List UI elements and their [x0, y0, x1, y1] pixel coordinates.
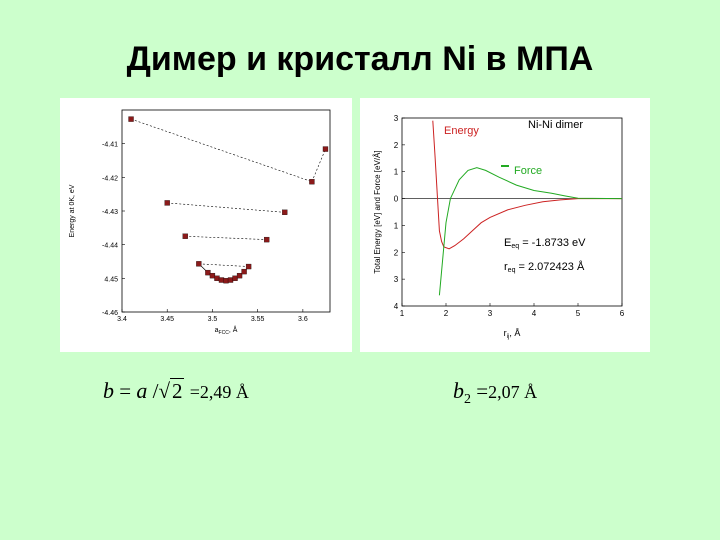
data-point	[309, 179, 315, 185]
series-line-energy	[432, 120, 622, 250]
y-tick-label: -4.42	[102, 175, 118, 182]
formula-equals-right: =	[476, 379, 489, 403]
x-tick-label: 3.45	[160, 316, 174, 323]
formula-b-lattice: b = a /√2 =2,49 Å	[103, 378, 249, 404]
data-point	[196, 261, 202, 267]
guide-line	[311, 148, 326, 182]
guide-line	[130, 118, 313, 182]
y-tick-label: 2	[394, 248, 399, 257]
data-point	[245, 263, 252, 270]
dimer-chart-panel: 3 2 1 0 1 2 3 4 1 2 3 4 5 6 rij, Å Total Energy [eV] an…	[360, 98, 650, 352]
y-tick-label: 0	[394, 195, 399, 204]
y-tick-label: 1	[394, 221, 399, 230]
formula-b2-subscript: 2	[464, 392, 471, 407]
annotation-eeq: Eeq = -1.8733 eV	[504, 237, 586, 250]
y-axis-label: Energy at 0K, eV	[69, 184, 76, 237]
x-tick-label: 6	[620, 309, 625, 318]
data-point	[232, 275, 238, 281]
formula-value-right: 2,07 Å	[488, 382, 538, 402]
x-tick-label: 3.6	[298, 316, 308, 323]
guide-line	[185, 235, 267, 240]
data-point	[282, 209, 288, 215]
data-point	[128, 116, 134, 122]
formula-b2-dimer: b2 =2,07 Å	[453, 378, 537, 408]
guide-line	[198, 263, 249, 267]
series-line-force	[438, 167, 623, 296]
y-tick-label: 3	[394, 114, 399, 123]
x-tick-label: 1	[400, 309, 405, 318]
y-tick-label: -4.43	[102, 209, 118, 216]
x-tick-label: 3.4	[117, 316, 127, 323]
formula-value-left: =2,49 Å	[189, 382, 249, 402]
y-tick-label: 1	[394, 168, 399, 177]
x-tick-label: 2	[444, 309, 449, 318]
formula-b: b	[103, 378, 114, 403]
x-axis-label: aFCC, Å	[215, 325, 238, 336]
x-tick-label: 3.55	[251, 316, 265, 323]
formula-equals: =	[119, 379, 132, 403]
x-tick-label: 3	[488, 309, 493, 318]
data-point	[223, 278, 229, 284]
x-tick-label: 5	[576, 309, 581, 318]
y-tick-label: 3	[394, 275, 399, 284]
data-point	[264, 236, 270, 243]
formula-radicand: 2	[169, 378, 185, 403]
plot-frame	[401, 117, 623, 307]
data-point	[322, 146, 329, 152]
formula-slash: /	[152, 379, 159, 403]
data-point	[205, 269, 211, 276]
data-point	[227, 277, 234, 283]
data-point	[182, 233, 188, 239]
data-point	[209, 272, 216, 279]
fcc-lattice-chart: -4.41 -4.42 -4.43 -4.44 4.45 -4.463.4 3.45 3.5 3…	[69, 109, 331, 336]
formula-a: a	[136, 378, 148, 403]
data-point	[218, 277, 225, 283]
slide-title: Димер и кристалл Ni в МПА	[126, 40, 594, 78]
y-tick-label: -4.44	[102, 243, 118, 250]
data-point	[241, 268, 247, 275]
guide-line	[167, 202, 285, 213]
fcc-lattice-chart-panel: -4.41 -4.42 -4.43 -4.44 4.45 -4.46 3.4 3.45 3.5 3…	[60, 98, 352, 352]
y-tick-label: -4.41	[102, 142, 118, 149]
x-tick-label: 3.5	[208, 316, 218, 323]
data-point	[236, 272, 243, 279]
x-tick-label: 4	[532, 309, 537, 318]
y-tick-label: 4.45	[104, 276, 118, 283]
data-point	[164, 200, 170, 206]
y-tick-label: -4.46	[102, 310, 118, 317]
y-axis-label: Total Energy [eV] and Force [eV/Å]	[373, 150, 382, 273]
y-tick-label: 2	[394, 141, 399, 150]
y-tick-label: 4	[394, 302, 399, 311]
annotation-req: req = 2.072423 Å	[504, 260, 585, 274]
legend-force-label: Force	[514, 165, 542, 177]
x-axis-label: rij, Å	[504, 328, 521, 340]
legend-energy-label: Energy	[444, 125, 479, 137]
data-point	[214, 275, 220, 281]
formula-b2: b	[453, 378, 464, 403]
sqrt-icon: √	[158, 379, 170, 403]
chart-title: Ni-Ni dimer	[528, 119, 583, 131]
